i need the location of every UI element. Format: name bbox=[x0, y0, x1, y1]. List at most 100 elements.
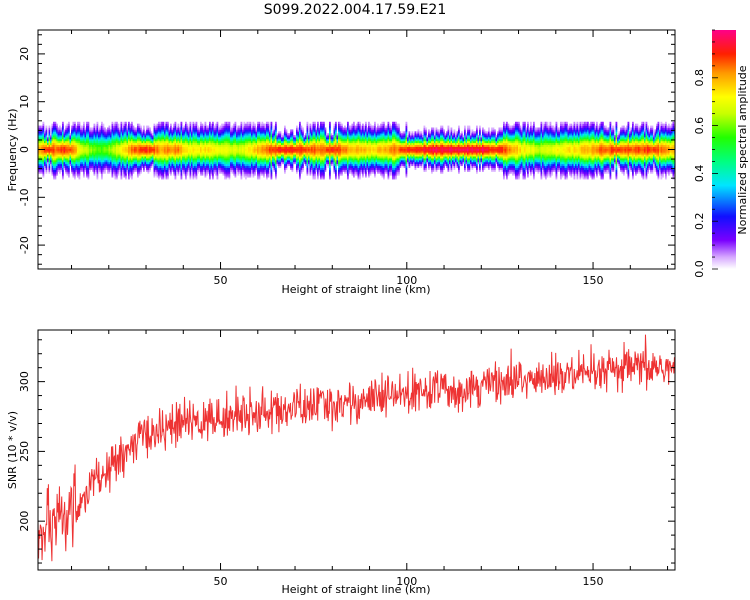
heatmap-cell bbox=[78, 158, 81, 161]
heatmap-cell bbox=[129, 140, 132, 144]
heatmap-cell bbox=[242, 160, 244, 163]
heatmap-cell bbox=[132, 163, 135, 167]
heatmap-cell bbox=[270, 163, 273, 167]
heatmap-cell bbox=[68, 175, 70, 178]
heatmap-cell bbox=[305, 160, 307, 163]
heatmap-cell bbox=[203, 154, 205, 157]
heatmap-cell bbox=[215, 140, 217, 144]
heatmap-cell bbox=[239, 167, 241, 170]
heatmap-cell bbox=[89, 146, 91, 149]
heatmap-cell bbox=[195, 156, 198, 159]
heatmap-cell bbox=[74, 152, 76, 155]
heatmap-cell bbox=[98, 165, 100, 168]
heatmap-cell bbox=[62, 144, 64, 147]
heatmap-cell bbox=[54, 138, 57, 142]
heatmap-cell bbox=[87, 140, 90, 144]
heatmap-cell bbox=[233, 154, 235, 157]
heatmap-cell bbox=[195, 142, 198, 146]
heatmap-cell bbox=[278, 156, 280, 159]
heatmap-cell bbox=[260, 138, 262, 142]
heatmap-cell bbox=[318, 125, 321, 128]
heatmap-cell bbox=[143, 129, 145, 132]
heatmap-cell bbox=[267, 173, 270, 176]
heatmap-cell bbox=[194, 154, 196, 157]
heatmap-cell bbox=[66, 167, 69, 170]
heatmap-cell bbox=[128, 165, 130, 168]
heatmap-cell bbox=[123, 154, 126, 157]
heatmap-cell bbox=[105, 167, 108, 170]
heatmap-cell bbox=[102, 163, 105, 167]
heatmap-cell bbox=[167, 163, 169, 167]
heatmap-cell bbox=[231, 148, 234, 151]
heatmap-cell bbox=[243, 158, 246, 161]
heatmap-cell bbox=[120, 123, 123, 126]
heatmap-cell bbox=[90, 137, 93, 140]
heatmap-cell bbox=[210, 165, 213, 168]
heatmap-cell bbox=[89, 140, 91, 144]
heatmap-cell bbox=[191, 133, 193, 136]
heatmap-cell bbox=[165, 131, 168, 134]
heatmap-cell bbox=[131, 160, 133, 163]
heatmap-cell bbox=[54, 121, 57, 124]
heatmap-cell bbox=[293, 138, 295, 142]
heatmap-cell bbox=[243, 137, 246, 140]
heatmap-cell bbox=[131, 129, 133, 132]
heatmap-cell bbox=[236, 129, 238, 132]
heatmap-cell bbox=[62, 129, 64, 132]
heatmap-cell bbox=[200, 163, 202, 167]
heatmap-cell bbox=[170, 169, 172, 172]
heatmap-cell bbox=[284, 138, 286, 142]
heatmap-cell bbox=[257, 154, 259, 157]
heatmap-cell bbox=[162, 148, 165, 151]
heatmap-cell bbox=[173, 123, 175, 126]
heatmap-cell bbox=[195, 140, 198, 144]
heatmap-cell bbox=[330, 161, 333, 165]
heatmap-cell bbox=[210, 127, 213, 130]
heatmap-cell bbox=[99, 129, 102, 132]
heatmap-cell bbox=[117, 156, 120, 159]
heatmap-cell bbox=[254, 146, 256, 149]
heatmap-cell bbox=[126, 169, 129, 172]
heatmap-cell bbox=[57, 142, 60, 146]
heatmap-cell bbox=[213, 131, 216, 134]
heatmap-cell bbox=[248, 160, 250, 163]
heatmap-cell bbox=[228, 161, 231, 165]
heatmap-cell bbox=[131, 167, 133, 170]
heatmap-cell bbox=[240, 150, 243, 153]
heatmap-cell bbox=[56, 137, 58, 140]
heatmap-cell bbox=[95, 127, 97, 130]
heatmap-cell bbox=[180, 137, 183, 140]
heatmap-cell bbox=[93, 163, 96, 167]
heatmap-cell bbox=[249, 123, 252, 126]
heatmap-cell bbox=[111, 165, 114, 168]
heatmap-cell bbox=[167, 127, 169, 130]
heatmap-cell bbox=[59, 133, 61, 136]
heatmap-cell bbox=[114, 131, 117, 134]
heatmap-cell bbox=[38, 160, 40, 163]
heatmap-cell bbox=[96, 127, 99, 130]
heatmap-cell bbox=[251, 154, 253, 157]
heatmap-cell bbox=[294, 146, 297, 149]
heatmap-cell bbox=[50, 154, 52, 157]
heatmap-cell bbox=[92, 150, 94, 153]
heatmap-cell bbox=[309, 123, 312, 126]
heatmap-cell bbox=[84, 160, 87, 163]
heatmap-cell bbox=[297, 163, 300, 167]
heatmap-cell bbox=[39, 146, 42, 149]
heatmap-cell bbox=[39, 133, 42, 136]
heatmap-cell bbox=[74, 140, 76, 144]
heatmap-cell bbox=[266, 167, 268, 170]
heatmap-cell bbox=[195, 175, 198, 178]
heatmap-cell bbox=[237, 138, 240, 142]
heatmap-cell bbox=[92, 144, 94, 147]
heatmap-cell bbox=[75, 138, 78, 142]
heatmap-cell bbox=[116, 133, 118, 136]
heatmap-cell bbox=[234, 167, 237, 170]
heatmap-cell bbox=[284, 154, 286, 157]
heatmap-cell bbox=[206, 137, 208, 140]
heatmap-cell bbox=[71, 135, 73, 138]
heatmap-cell bbox=[261, 154, 264, 157]
heatmap-cell bbox=[329, 169, 331, 172]
heatmap-cell bbox=[143, 163, 145, 167]
heatmap-cell bbox=[114, 169, 117, 172]
